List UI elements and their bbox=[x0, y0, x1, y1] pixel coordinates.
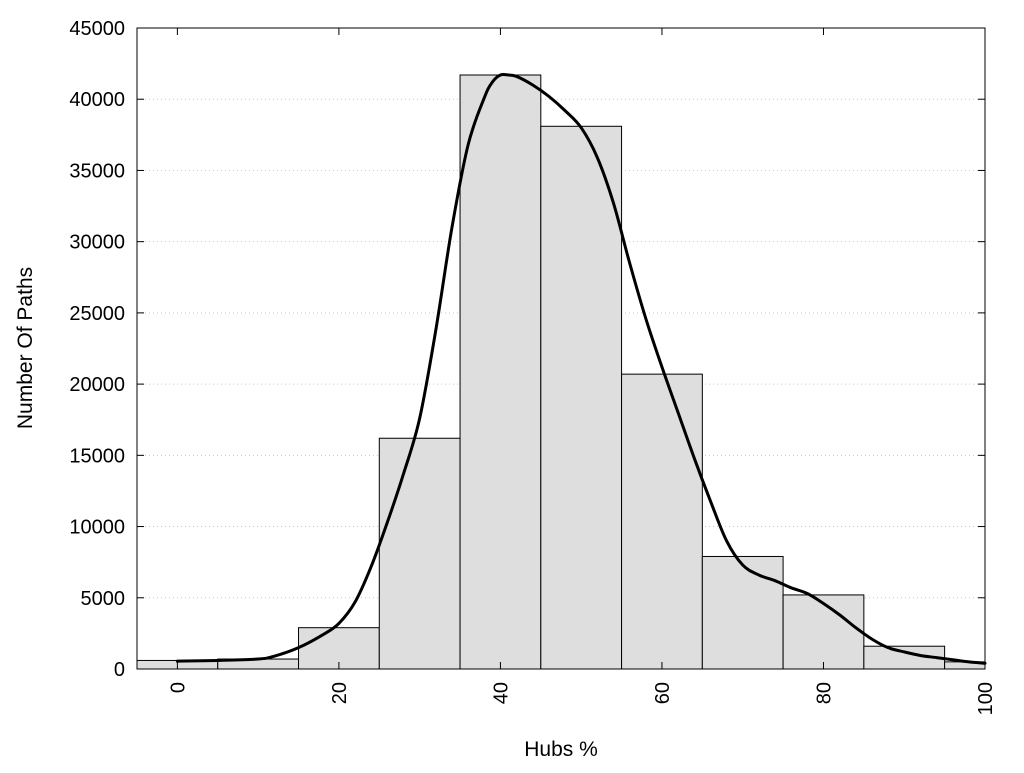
y-tick-label: 15000 bbox=[69, 445, 125, 467]
y-tick-label: 30000 bbox=[69, 232, 125, 254]
density-curve bbox=[175, 72, 987, 665]
y-tick-label: 25000 bbox=[69, 303, 125, 325]
y-axis-ticks: 0 5000 10000 15000 20000 25000 30000 35000 40000… bbox=[69, 18, 985, 681]
y-tick-label: 5000 bbox=[81, 588, 126, 610]
y-axis-label: Number Of Paths bbox=[14, 267, 37, 429]
y-tick-label: 35000 bbox=[69, 160, 125, 182]
y-tick-label: 40000 bbox=[69, 89, 125, 111]
x-tick-label: 80 bbox=[813, 682, 835, 704]
x-tick-label: 20 bbox=[329, 682, 351, 704]
y-tick-label: 10000 bbox=[69, 517, 125, 539]
x-tick-label: 60 bbox=[652, 682, 674, 704]
histogram-bar bbox=[459, 74, 542, 670]
y-tick-label: 0 bbox=[114, 659, 125, 681]
y-tick-label: 20000 bbox=[69, 374, 125, 396]
histogram-bar bbox=[378, 437, 461, 670]
histogram-bar bbox=[782, 594, 865, 670]
histogram-bars bbox=[136, 74, 986, 670]
histogram-bar bbox=[701, 555, 784, 670]
x-tick-label: 40 bbox=[490, 682, 512, 704]
y-tick-label: 45000 bbox=[69, 18, 125, 40]
x-axis-label: Hubs % bbox=[524, 738, 598, 761]
plot-frame bbox=[136, 27, 986, 670]
density-curve-line bbox=[175, 72, 987, 665]
x-tick-label: 0 bbox=[167, 682, 189, 693]
histogram-bar bbox=[540, 125, 623, 670]
x-axis-ticks: 0 20 40 60 80 100 bbox=[167, 28, 997, 715]
histogram-bar bbox=[621, 373, 703, 670]
x-tick-label: 100 bbox=[975, 682, 997, 715]
